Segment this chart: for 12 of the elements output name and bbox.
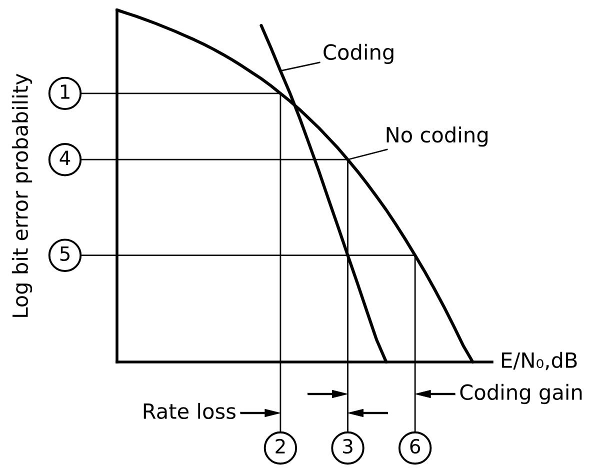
text: Rate loss: [144, 402, 236, 420]
text: Coding gain: [460, 384, 582, 404]
text: 5: [60, 246, 70, 261]
text: 1: [60, 84, 70, 99]
text: 4: [60, 150, 70, 165]
legend-label: Coding: [324, 44, 394, 64]
y-axis-title: Log bit error probability: [12, 74, 32, 317]
text: 3: [343, 438, 352, 454]
x-axis-title: E/N₀,dB: [502, 352, 577, 370]
text: 6: [410, 438, 420, 454]
text: 2: [276, 438, 285, 454]
series-label: No coding: [386, 126, 488, 147]
